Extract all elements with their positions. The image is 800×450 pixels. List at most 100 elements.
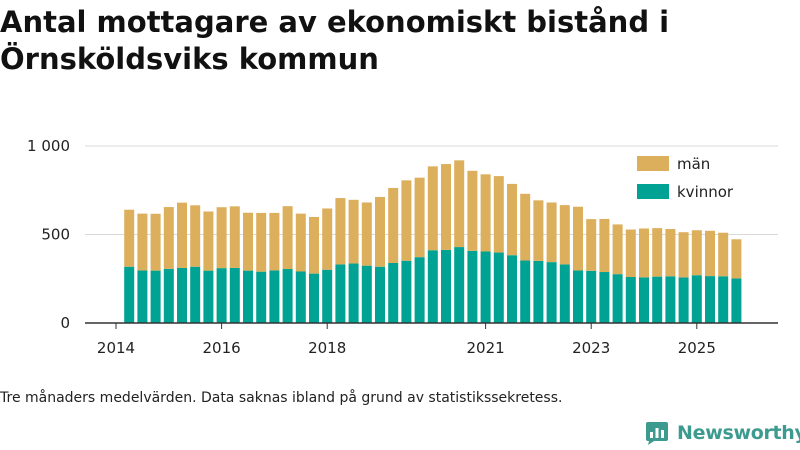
bar-man [190,205,201,267]
bar-man [401,180,412,261]
bar-man [295,213,306,272]
bar-kvinnor [216,268,227,323]
bar-kvinnor [150,270,161,323]
x-tick-label: 2023 [572,339,610,357]
bar-man [282,206,293,270]
bar-kvinnor [454,247,465,323]
bar-kvinnor [599,272,610,323]
bar-kvinnor [229,267,240,323]
bar-kvinnor [639,277,649,323]
bar-kvinnor [348,263,359,323]
bar-man [639,228,649,278]
bar-kvinnor [269,270,280,323]
newsworthy-logo-icon [646,422,668,445]
bar-kvinnor [665,276,676,323]
bar-kvinnor [388,262,399,323]
chart-title: Antal mottagare av ekonomiskt bistånd i … [0,5,670,76]
bar-man [625,229,636,277]
bar-man [573,206,583,271]
bar-man [216,207,227,269]
bar-kvinnor [559,264,570,323]
bar-kvinnor [414,257,425,323]
bar-kvinnor [678,277,689,323]
bar-kvinnor [507,255,517,323]
bar-man [361,202,372,266]
bar-kvinnor [190,266,201,323]
x-tick-label: 2018 [308,339,346,357]
legend: män kvinnor [637,155,734,201]
bar-kvinnor [163,268,174,323]
bar-man [322,208,333,270]
bar-man [348,199,359,264]
legend-label-men: män [677,155,710,173]
bar-kvinnor [256,271,267,323]
legend-label-women: kvinnor [677,183,734,201]
bar-man [229,206,240,268]
bar-man [375,196,385,267]
bar-kvinnor [124,266,135,323]
bar-man [691,230,702,276]
bar-kvinnor [493,252,504,323]
bar-kvinnor [520,260,531,323]
bar-kvinnor [586,270,597,323]
bar-kvinnor [546,262,557,323]
bar-kvinnor [573,270,583,323]
brand-logo: Newsworthy [644,418,800,448]
bar-man [480,174,491,252]
bar-man [414,177,425,258]
bar-man [665,229,676,277]
bar-man [203,211,214,271]
legend-swatch-men [637,156,669,171]
bar-man [718,232,729,277]
bar-man [177,202,187,268]
footnote: Tre månaders medelvärden. Data saknas ib… [0,390,563,406]
bar-man [137,213,148,271]
y-axis-ticks: 0 500 1 000 [27,137,70,332]
bar-man [124,209,135,267]
bar-kvinnor [612,274,623,323]
bar-man [467,170,478,251]
bar-kvinnor [441,249,451,323]
bar-kvinnor [137,270,148,323]
bar-man [454,160,465,248]
bar-man [388,187,399,263]
bar-man [546,202,557,263]
bar-man [335,198,346,265]
x-tick-label: 2025 [678,339,716,357]
bar-man [652,228,663,277]
bar-kvinnor [705,276,715,323]
bar-kvinnor [309,273,319,323]
bar-kvinnor [203,270,214,323]
bar-kvinnor [243,270,253,323]
bar-kvinnor [295,271,306,323]
x-tick-label: 2016 [203,339,241,357]
bar-kvinnor [427,250,438,323]
bar-kvinnor [652,276,663,323]
bar-man [599,218,610,273]
bar-kvinnor [731,278,742,323]
bar-kvinnor [718,276,729,323]
bar-man [705,230,715,277]
bar-kvinnor [335,264,346,323]
y-tick-label: 500 [41,226,70,244]
bar-man [427,166,438,251]
bar-kvinnor [533,260,544,323]
x-tick-label: 2014 [97,339,135,357]
bar-man [243,212,253,271]
bar-kvinnor [401,260,412,323]
x-axis-ticks: 2014 2016 2018 2021 2023 2025 [97,323,716,357]
bar-man [309,216,319,274]
bar-kvinnor [322,269,333,323]
bar-man [678,232,689,278]
bar-kvinnor [691,275,702,323]
bar-kvinnor [625,276,636,323]
bar-man [256,212,267,272]
bar-man [520,193,531,261]
bar-man [731,239,742,279]
brand-name: Newsworthy [677,422,800,444]
bar-man [612,224,623,275]
bar-kvinnor [480,251,491,323]
bar-kvinnor [375,266,385,323]
legend-swatch-women [637,184,669,199]
bar-man [150,213,161,271]
